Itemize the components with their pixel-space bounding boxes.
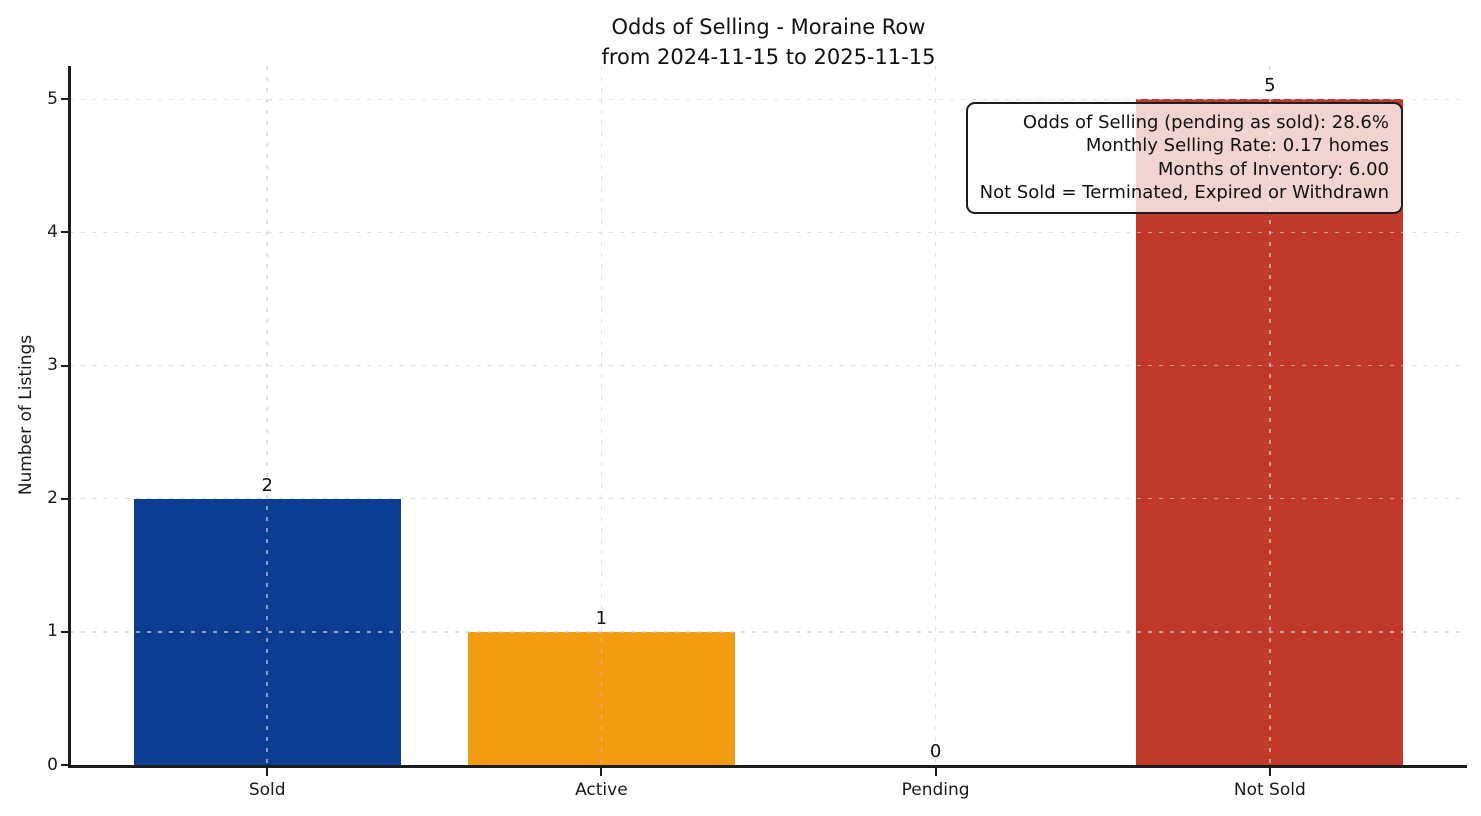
y-tickmark (61, 630, 70, 633)
gridline-vertical (600, 66, 603, 765)
annotation-notsold-line: Not Sold = Terminated, Expired or Withdr… (979, 182, 1389, 204)
y-tick-label: 1 (47, 621, 58, 642)
gridline-horizontal (70, 631, 1467, 633)
annotation-box: Odds of Selling (pending as sold): 28.6%… (965, 102, 1403, 214)
x-tickmark (934, 767, 937, 776)
y-tick-label: 4 (47, 221, 58, 242)
y-tickmark (61, 364, 70, 367)
gridline-horizontal (70, 231, 1467, 234)
gridline-vertical (266, 66, 268, 765)
y-tickmark (61, 764, 70, 766)
bar-value-label: 1 (595, 607, 608, 629)
gridline-vertical (1269, 66, 1271, 765)
x-tickmark (266, 767, 269, 776)
bar-value-label: 5 (1264, 75, 1276, 97)
chart-title-line1: Odds of Selling - Moraine Row (611, 15, 926, 39)
y-axis-line (68, 66, 71, 767)
gridline-horizontal (70, 364, 1467, 367)
x-tickmark (600, 767, 603, 776)
y-tick-label: 5 (47, 88, 58, 109)
x-tick-label: Active (575, 780, 628, 800)
annotation-rate-line: Monthly Selling Rate: 0.17 homes (1085, 135, 1389, 157)
y-tick-label: 0 (47, 754, 58, 775)
x-tick-label: Sold (248, 780, 286, 800)
annotation-inventory-line: Months of Inventory: 6.00 (1157, 158, 1389, 180)
y-tick-label: 3 (47, 355, 58, 376)
y-tickmark (61, 231, 70, 234)
gridline-horizontal (70, 498, 1467, 500)
x-tickmark (1268, 767, 1271, 776)
annotation-odds-line: Odds of Selling (pending as sold): 28.6% (1022, 112, 1389, 133)
y-tickmark (61, 98, 70, 101)
y-tick-label: 2 (47, 488, 58, 509)
chart-title-line2: from 2024-11-15 to 2025-11-15 (601, 45, 936, 69)
x-axis-line (68, 765, 1467, 768)
x-tick-label: Pending (901, 780, 970, 800)
bar-value-label: 0 (929, 741, 942, 762)
chart-title: Odds of Selling - Moraine Row from 2024-… (70, 12, 1467, 72)
y-tickmark (61, 497, 70, 500)
gridline-vertical (934, 66, 937, 765)
gridline-horizontal (70, 98, 1467, 100)
bar-value-label: 2 (261, 474, 273, 496)
x-tick-label: Not Sold (1233, 780, 1306, 800)
